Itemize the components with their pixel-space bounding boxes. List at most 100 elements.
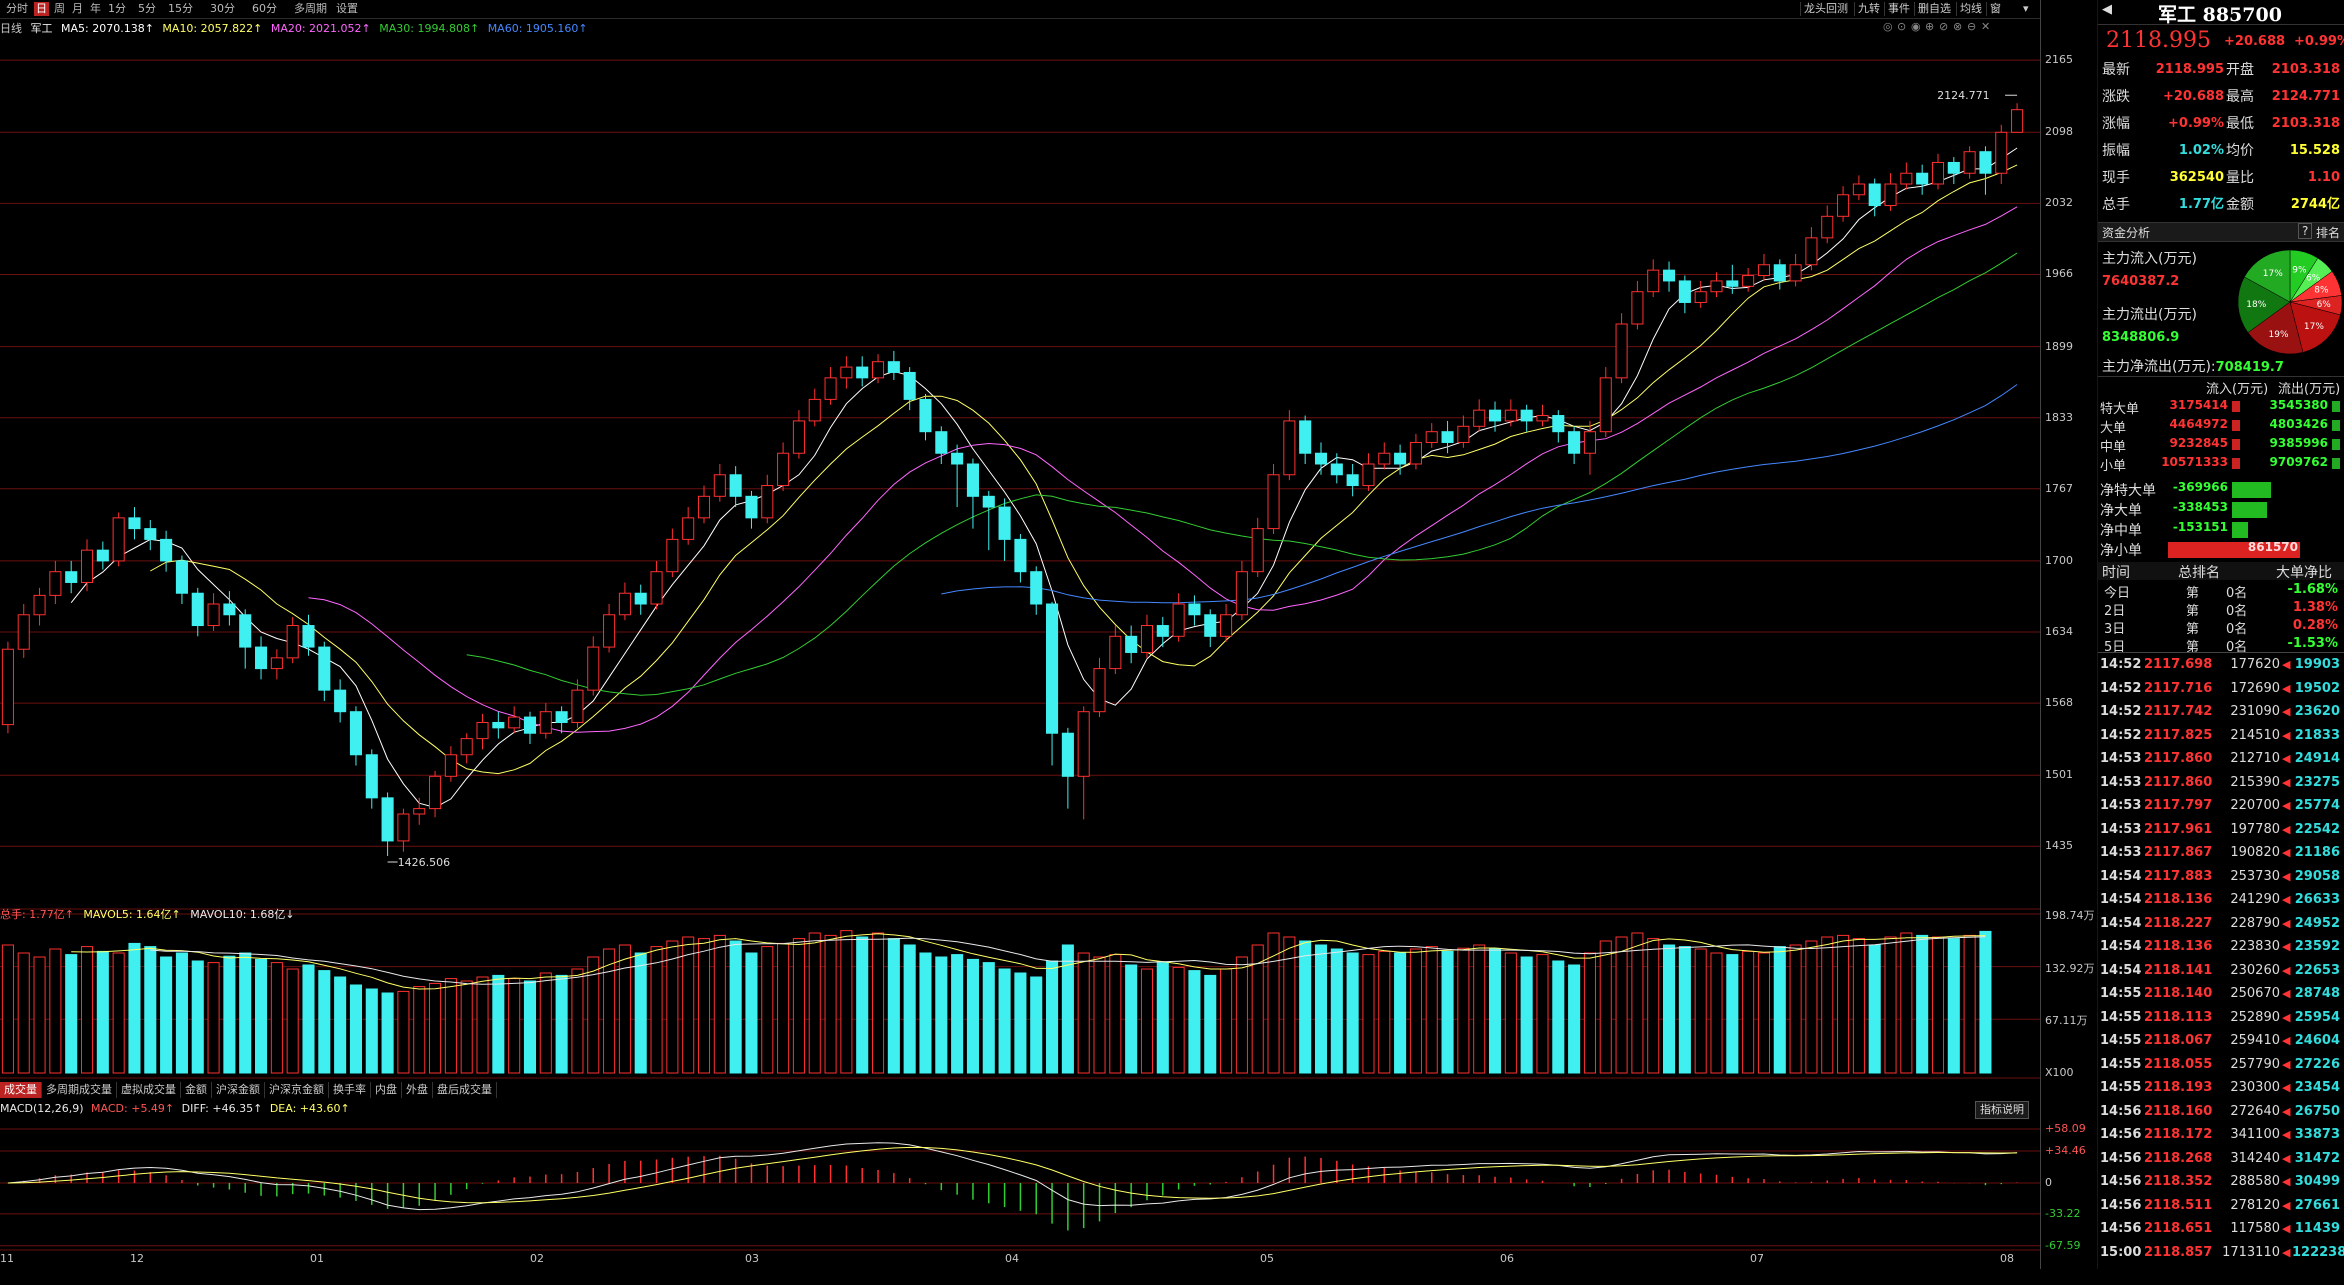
period-tab-8[interactable]: 30分 <box>210 2 235 15</box>
toolbar-item-4[interactable]: 均线 <box>1956 2 1985 16</box>
panel-menu-icon[interactable]: ◀ <box>2102 2 2112 17</box>
chart-tool-icon-4[interactable]: ⊘ <box>1939 20 1949 33</box>
period-tab-1[interactable]: 日 <box>34 2 49 16</box>
tick-row[interactable]: 14:56 2118.268 314240 ◀ 31472 <box>2098 1148 2344 1170</box>
indicator-tab-7[interactable]: 内盘 <box>371 1082 402 1098</box>
indicator-tab-5[interactable]: 沪深京金额 <box>265 1082 329 1098</box>
indicator-tab-9[interactable]: 盘后成交量 <box>433 1082 497 1098</box>
macd-chart[interactable] <box>0 1100 2040 1285</box>
tick-row[interactable]: 15:00 2118.857 1713110 ◀ 122238 <box>2098 1242 2344 1264</box>
candle-body <box>112 517 125 562</box>
tick-row[interactable]: 14:56 2118.160 272640 ◀ 26750 <box>2098 1101 2344 1123</box>
tick-row[interactable]: 14:53 2117.961 197780 ◀ 22542 <box>2098 819 2344 841</box>
arrow-left-icon: ◀ <box>2282 916 2291 930</box>
candle-body <box>1805 237 1818 266</box>
stat-value: 1.77亿 <box>2178 197 2224 212</box>
indicator-tab-4[interactable]: 沪深金额 <box>212 1082 265 1098</box>
period-tab-0[interactable]: 分时 <box>6 2 28 15</box>
toolbar-item-0[interactable]: 龙头回测 <box>1800 2 1851 16</box>
tick-row[interactable]: 14:56 2118.352 288580 ◀ 30499 <box>2098 1171 2344 1193</box>
chart-tool-icon-3[interactable]: ⊕ <box>1925 20 1935 33</box>
candle-body <box>1378 452 1391 465</box>
indicator-tab-6[interactable]: 换手率 <box>329 1082 371 1098</box>
rank-button[interactable]: 排名 <box>2316 226 2341 240</box>
tick-row[interactable]: 14:52 2117.742 231090 ◀ 23620 <box>2098 701 2344 723</box>
tick-row[interactable]: 14:55 2118.067 259410 ◀ 24604 <box>2098 1030 2344 1052</box>
chart-tool-icon-7[interactable]: ✕ <box>1981 20 1991 33</box>
volume-bar <box>1156 962 1169 1074</box>
toolbar-item-2[interactable]: 事件 <box>1884 2 1913 16</box>
tick-row[interactable]: 14:52 2117.825 214510 ◀ 21833 <box>2098 725 2344 747</box>
indicator-tab-3[interactable]: 金额 <box>181 1082 212 1098</box>
period-tab-4[interactable]: 年 <box>90 2 101 15</box>
tick-volume: 177620 <box>2230 657 2280 672</box>
tick-row[interactable]: 14:54 2118.227 228790 ◀ 24952 <box>2098 913 2344 935</box>
indicator-help-button[interactable]: 指标说明 <box>1975 1101 2029 1119</box>
tick-list[interactable]: 14:52 2117.698 177620 ◀ 19903 14:52 2117.716 17… <box>2098 654 2344 1269</box>
chart-tool-icon-2[interactable]: ◉ <box>1911 20 1921 33</box>
tick-row[interactable]: 14:55 2118.193 230300 ◀ 23454 <box>2098 1077 2344 1099</box>
stat-label: 最高 <box>2226 89 2254 105</box>
tick-time: 14:56 <box>2100 1127 2142 1142</box>
volume-bar <box>555 974 568 1074</box>
tick-row[interactable]: 14:56 2118.651 117580 ◀ 11439 <box>2098 1218 2344 1240</box>
tick-row[interactable]: 14:55 2118.140 250670 ◀ 28748 <box>2098 983 2344 1005</box>
volume-chart[interactable] <box>0 903 2040 1083</box>
volume-bar <box>80 946 94 1074</box>
candlestick-chart[interactable]: 2124.771 1426.506 <box>0 34 2040 934</box>
indicator-tab-0[interactable]: 成交量 <box>0 1082 42 1098</box>
period-tab-7[interactable]: 15分 <box>168 2 193 15</box>
period-tab-10[interactable]: 多周期 <box>294 2 327 15</box>
period-tab-3[interactable]: 月 <box>72 2 83 15</box>
tick-row[interactable]: 14:56 2118.172 341100 ◀ 33873 <box>2098 1124 2344 1146</box>
period-tab-5[interactable]: 1分 <box>108 2 126 15</box>
rank-header-bg <box>2098 562 2344 580</box>
tick-row[interactable]: 14:54 2117.883 253730 ◀ 29058 <box>2098 866 2344 888</box>
volume-bar <box>1251 944 1264 1074</box>
tick-row[interactable]: 14:56 2118.511 278120 ◀ 27661 <box>2098 1195 2344 1217</box>
indicator-tab-1[interactable]: 多周期成交量 <box>42 1082 117 1098</box>
date-tick-label: 12 <box>130 1252 144 1265</box>
candle <box>1742 268 1755 292</box>
tick-row[interactable]: 14:53 2117.797 220700 ◀ 25774 <box>2098 795 2344 817</box>
volume-legend: 总手: 1.77亿↑ MAVOL5: 1.64亿↑ MAVOL10: 1.68亿… <box>0 906 295 922</box>
tick-price: 2118.172 <box>2144 1127 2213 1142</box>
tick-row[interactable]: 14:54 2118.136 223830 ◀ 23592 <box>2098 936 2344 958</box>
chart-tool-icon-0[interactable]: ◎ <box>1883 20 1893 33</box>
candle-body <box>697 495 711 519</box>
tick-row[interactable]: 14:53 2117.860 215390 ◀ 23275 <box>2098 772 2344 794</box>
indicator-tab-2[interactable]: 虚拟成交量 <box>117 1082 181 1098</box>
period-tab-6[interactable]: 5分 <box>138 2 156 15</box>
tick-row[interactable]: 14:55 2118.113 252890 ◀ 25954 <box>2098 1007 2344 1029</box>
tick-row[interactable]: 14:55 2118.055 257790 ◀ 27226 <box>2098 1054 2344 1076</box>
tick-count: 23454 <box>2294 1080 2340 1095</box>
tick-row[interactable]: 14:54 2118.141 230260 ◀ 22653 <box>2098 960 2344 982</box>
tick-row[interactable]: 14:53 2117.860 212710 ◀ 24914 <box>2098 748 2344 770</box>
chart-tool-icon-1[interactable]: ⊙ <box>1897 20 1907 33</box>
toolbar-item-3[interactable]: 删自选 <box>1914 2 1954 16</box>
period-tab-9[interactable]: 60分 <box>252 2 277 15</box>
period-tab-2[interactable]: 周 <box>54 2 65 15</box>
chart-tool-icon-5[interactable]: ⊗ <box>1953 20 1963 33</box>
arrow-left-icon: ◀ <box>2282 775 2291 789</box>
volume-bar <box>650 946 663 1074</box>
help-button[interactable]: ? <box>2298 223 2313 239</box>
indicator-tab-8[interactable]: 外盘 <box>402 1082 433 1098</box>
toolbar-item-5[interactable]: 窗 <box>1986 2 2004 16</box>
tick-row[interactable]: 14:53 2117.867 190820 ◀ 21186 <box>2098 842 2344 864</box>
tick-row[interactable]: 14:52 2117.716 172690 ◀ 19502 <box>2098 678 2344 700</box>
toolbar-more-icon[interactable]: ▾ <box>2023 2 2029 15</box>
tick-volume: 252890 <box>2230 1009 2280 1025</box>
tick-volume: 215390 <box>2230 774 2280 790</box>
candle <box>96 541 109 570</box>
toolbar-item-1[interactable]: 九转 <box>1854 2 1883 16</box>
volume-bar <box>903 944 916 1074</box>
chart-tool-icon-6[interactable]: ⊖ <box>1967 20 1977 33</box>
period-tab-11[interactable]: 设置 <box>336 2 358 15</box>
tick-time: 14:56 <box>2100 1197 2142 1213</box>
tick-row[interactable]: 14:54 2118.136 241290 ◀ 26633 <box>2098 889 2344 911</box>
tick-row[interactable]: 14:52 2117.698 177620 ◀ 19903 <box>2098 654 2344 676</box>
candle-body <box>1963 151 1976 174</box>
candle-body <box>1488 409 1502 422</box>
volume-bar <box>777 942 790 1074</box>
